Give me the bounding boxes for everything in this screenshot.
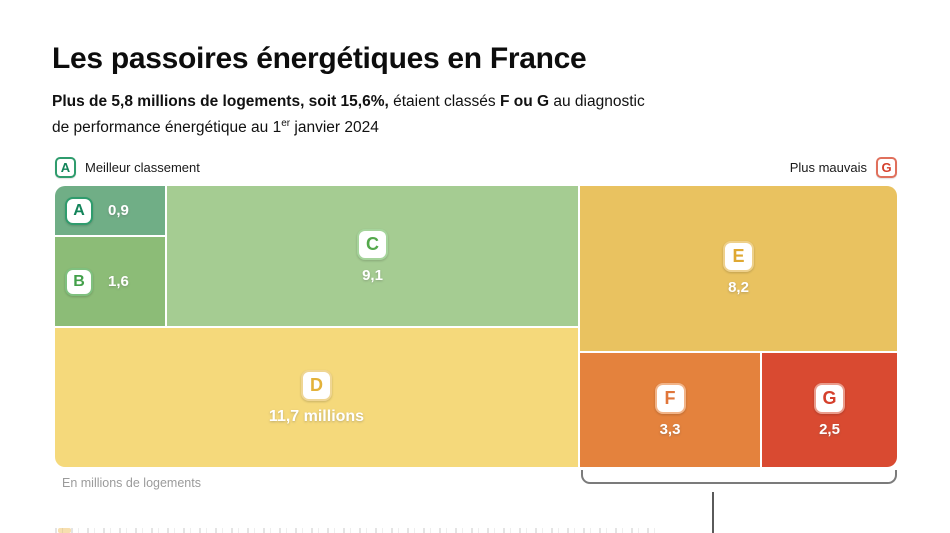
class-g-value: 2,5 xyxy=(819,420,840,438)
class-f-value: 3,3 xyxy=(659,420,681,438)
scale-legend: A Meilleur classement Plus mauvais G xyxy=(55,156,897,178)
class-e-badge: E xyxy=(723,241,754,272)
class-c-value: 9,1 xyxy=(362,266,383,284)
cutoff-text-remnant xyxy=(55,528,655,533)
treemap-block-e: E 8,2 xyxy=(580,186,897,351)
subtitle-ordinal-sup: er xyxy=(281,118,291,129)
page-title: Les passoires énergétiques en France xyxy=(52,42,587,75)
class-a-badge: A xyxy=(65,196,93,225)
class-d-badge: D xyxy=(301,369,332,401)
subtitle-line-2: de performance énergétique au 1er janvie… xyxy=(52,113,645,139)
fg-group-bracket xyxy=(581,470,897,484)
class-g-badge: G xyxy=(814,382,845,414)
treemap-block-a: A 0,9 xyxy=(55,186,165,235)
subtitle-text-1: étaient classés xyxy=(388,93,500,110)
class-f-badge: F xyxy=(654,382,686,414)
legend-worst-label: Plus mauvais xyxy=(789,159,867,175)
unit-footnote: En millions de logements xyxy=(62,476,201,490)
subtitle-bold-classes: F ou G xyxy=(499,93,550,110)
class-e-value: 8,2 xyxy=(728,279,749,296)
treemap-block-d: D 11,7 millions xyxy=(55,328,578,467)
legend-badge-g: G xyxy=(876,156,897,178)
subtitle-line-1: Plus de 5,8 millions de logements, soit … xyxy=(52,91,645,113)
treemap-block-c: C 9,1 xyxy=(167,186,578,326)
fg-pointer-line xyxy=(712,492,714,533)
subtitle: Plus de 5,8 millions de logements, soit … xyxy=(52,91,645,139)
legend-best-label: Meilleur classement xyxy=(85,159,200,175)
treemap-block-b: B 1,6 xyxy=(55,237,165,326)
legend-worst-group: Plus mauvais G xyxy=(789,156,897,178)
cutoff-legend-marker xyxy=(58,528,71,533)
class-c-badge: C xyxy=(357,228,388,260)
legend-badge-a: A xyxy=(55,156,76,178)
subtitle-text-3: de performance énergétique au 1 xyxy=(52,119,282,137)
class-d-value: 11,7 millions xyxy=(268,407,365,425)
treemap-block-g: G 2,5 xyxy=(762,353,897,467)
subtitle-bold-stat: Plus de 5,8 millions de logements, soit … xyxy=(52,93,389,110)
subtitle-text-2: au diagnostic xyxy=(549,93,645,110)
class-b-badge: B xyxy=(65,267,93,296)
subtitle-text-4: janvier 2024 xyxy=(290,119,379,137)
treemap-block-f: F 3,3 xyxy=(580,353,760,467)
legend-best-group: A Meilleur classement xyxy=(55,156,200,178)
class-b-value: 1,6 xyxy=(108,273,129,290)
class-a-value: 0,9 xyxy=(108,202,129,219)
treemap: A 0,9 B 1,6 C 9,1 D 11,7 millions E 8,2 … xyxy=(55,186,897,467)
